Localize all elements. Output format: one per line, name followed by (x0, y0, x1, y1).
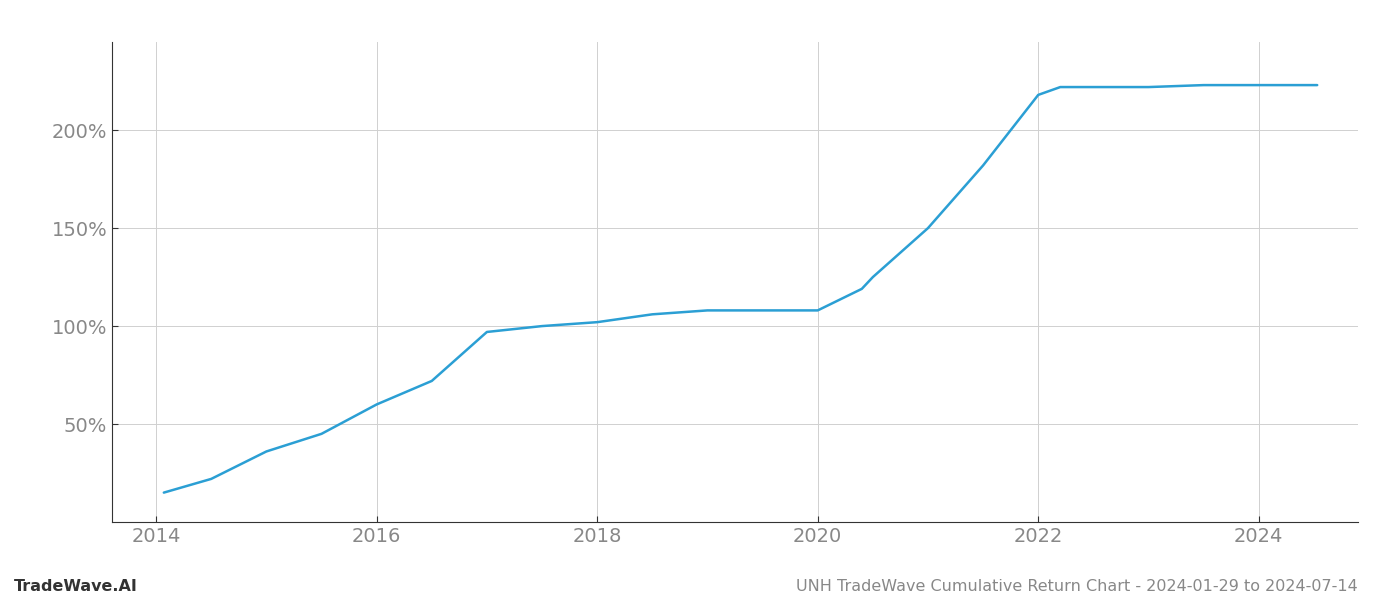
Text: TradeWave.AI: TradeWave.AI (14, 579, 137, 594)
Text: UNH TradeWave Cumulative Return Chart - 2024-01-29 to 2024-07-14: UNH TradeWave Cumulative Return Chart - … (797, 579, 1358, 594)
